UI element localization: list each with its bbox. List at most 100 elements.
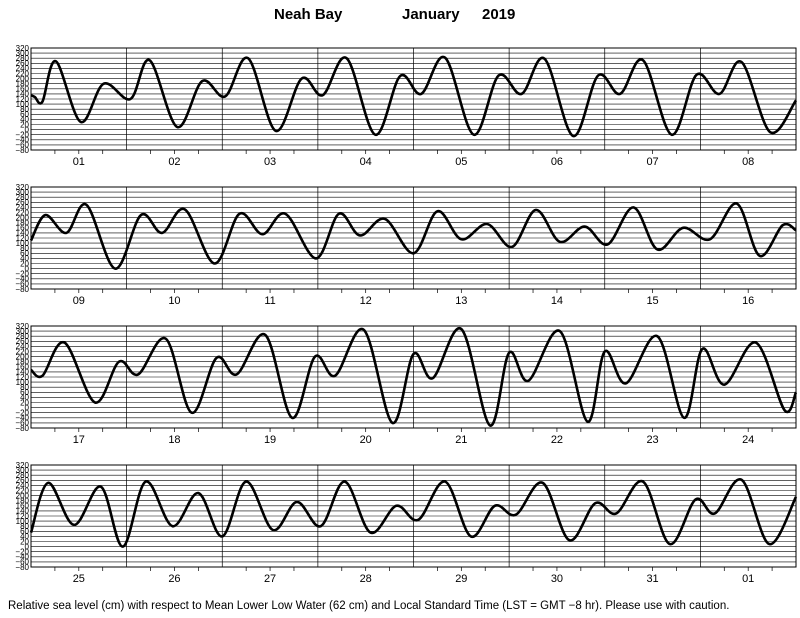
- y-tick-label: 160: [16, 85, 30, 94]
- y-tick-label: 60: [20, 527, 29, 536]
- y-tick-label: −40: [15, 414, 29, 423]
- y-tick-label: 100: [16, 378, 30, 387]
- day-label: 24: [742, 434, 754, 446]
- y-tick-label: −40: [15, 136, 29, 145]
- y-tick-label: 260: [16, 59, 30, 68]
- y-tick-label: −20: [15, 131, 29, 140]
- y-tick-label: 140: [16, 229, 30, 238]
- y-tick-label: −80: [15, 285, 29, 294]
- y-tick-label: 80: [20, 383, 29, 392]
- y-tick-label: 200: [16, 352, 30, 361]
- day-label: 10: [168, 295, 180, 307]
- y-tick-label: 40: [20, 532, 29, 541]
- y-tick-label: 80: [20, 522, 29, 531]
- day-label: 09: [73, 295, 85, 307]
- day-label: 21: [455, 434, 467, 446]
- chart-title: Neah Bay January 2019: [0, 6, 800, 28]
- y-tick-label: 120: [16, 95, 30, 104]
- day-label: 06: [551, 156, 563, 168]
- y-tick-label: −20: [15, 270, 29, 279]
- y-tick-label: 180: [16, 80, 30, 89]
- day-label: 29: [455, 573, 467, 585]
- y-tick-label: −20: [15, 548, 29, 557]
- y-tick-label: 40: [20, 254, 29, 263]
- y-tick-label: 120: [16, 373, 30, 382]
- day-label: 18: [168, 434, 180, 446]
- y-tick-label: 80: [20, 244, 29, 253]
- day-label: 14: [551, 295, 563, 307]
- day-label: 30: [551, 573, 563, 585]
- y-tick-label: 100: [16, 517, 30, 526]
- y-tick-label: 120: [16, 234, 30, 243]
- y-tick-label: 160: [16, 502, 30, 511]
- y-tick-label: 280: [16, 471, 30, 480]
- month-label: January: [402, 6, 460, 23]
- y-tick-label: 260: [16, 476, 30, 485]
- y-tick-label: 320: [16, 183, 30, 192]
- day-label: 04: [360, 156, 372, 168]
- day-label: 01: [742, 573, 754, 585]
- day-label: 20: [360, 434, 372, 446]
- day-label: 17: [73, 434, 85, 446]
- day-label: 27: [264, 573, 276, 585]
- y-tick-label: 180: [16, 219, 30, 228]
- y-tick-label: −20: [15, 409, 29, 418]
- y-tick-label: 220: [16, 486, 30, 495]
- y-tick-label: 0: [25, 264, 30, 273]
- day-label: 01: [73, 156, 85, 168]
- y-tick-label: 320: [16, 461, 30, 470]
- y-tick-label: 200: [16, 491, 30, 500]
- day-label: 16: [742, 295, 754, 307]
- y-tick-label: 80: [20, 105, 29, 114]
- y-tick-label: 140: [16, 90, 30, 99]
- y-tick-label: −80: [15, 146, 29, 155]
- day-label: 02: [168, 156, 180, 168]
- y-tick-label: 200: [16, 74, 30, 83]
- y-tick-label: 60: [20, 388, 29, 397]
- tide-curve: [30, 55, 798, 138]
- y-tick-label: 300: [16, 188, 30, 197]
- y-tick-label: 240: [16, 342, 30, 351]
- y-tick-label: 160: [16, 363, 30, 372]
- y-tick-label: 20: [20, 259, 29, 268]
- y-tick-label: 160: [16, 224, 30, 233]
- y-tick-label: 220: [16, 69, 30, 78]
- y-tick-label: −60: [15, 419, 29, 428]
- day-label: 03: [264, 156, 276, 168]
- y-tick-label: 300: [16, 466, 30, 475]
- day-label: 11: [264, 295, 275, 307]
- day-label: 22: [551, 434, 563, 446]
- y-tick-label: 20: [20, 398, 29, 407]
- y-tick-label: −40: [15, 275, 29, 284]
- station-name: Neah Bay: [274, 6, 343, 23]
- y-tick-label: 260: [16, 198, 30, 207]
- day-label: 08: [742, 156, 754, 168]
- y-tick-label: 40: [20, 115, 29, 124]
- day-label: 23: [646, 434, 658, 446]
- tide-curve: [29, 478, 798, 548]
- day-label: 31: [646, 573, 658, 585]
- y-tick-label: 280: [16, 193, 30, 202]
- y-tick-label: 220: [16, 347, 30, 356]
- y-tick-label: 180: [16, 358, 30, 367]
- y-tick-label: 180: [16, 497, 30, 506]
- y-tick-label: 60: [20, 110, 29, 119]
- year-label: 2019: [482, 6, 516, 23]
- y-tick-label: 100: [16, 239, 30, 248]
- day-label: 28: [360, 573, 372, 585]
- y-tick-label: 220: [16, 208, 30, 217]
- y-tick-label: −80: [15, 424, 29, 433]
- y-tick-label: 140: [16, 368, 30, 377]
- y-tick-label: −80: [15, 563, 29, 572]
- day-label: 13: [455, 295, 467, 307]
- y-tick-label: 0: [25, 125, 30, 134]
- y-tick-label: −60: [15, 558, 29, 567]
- y-tick-label: 40: [20, 393, 29, 402]
- y-tick-label: −60: [15, 141, 29, 150]
- day-label: 26: [168, 573, 180, 585]
- footer-note: Relative sea level (cm) with respect to …: [8, 600, 730, 612]
- day-label: 07: [646, 156, 658, 168]
- y-tick-label: 320: [16, 322, 30, 331]
- y-tick-label: 140: [16, 507, 30, 516]
- day-label: 05: [455, 156, 467, 168]
